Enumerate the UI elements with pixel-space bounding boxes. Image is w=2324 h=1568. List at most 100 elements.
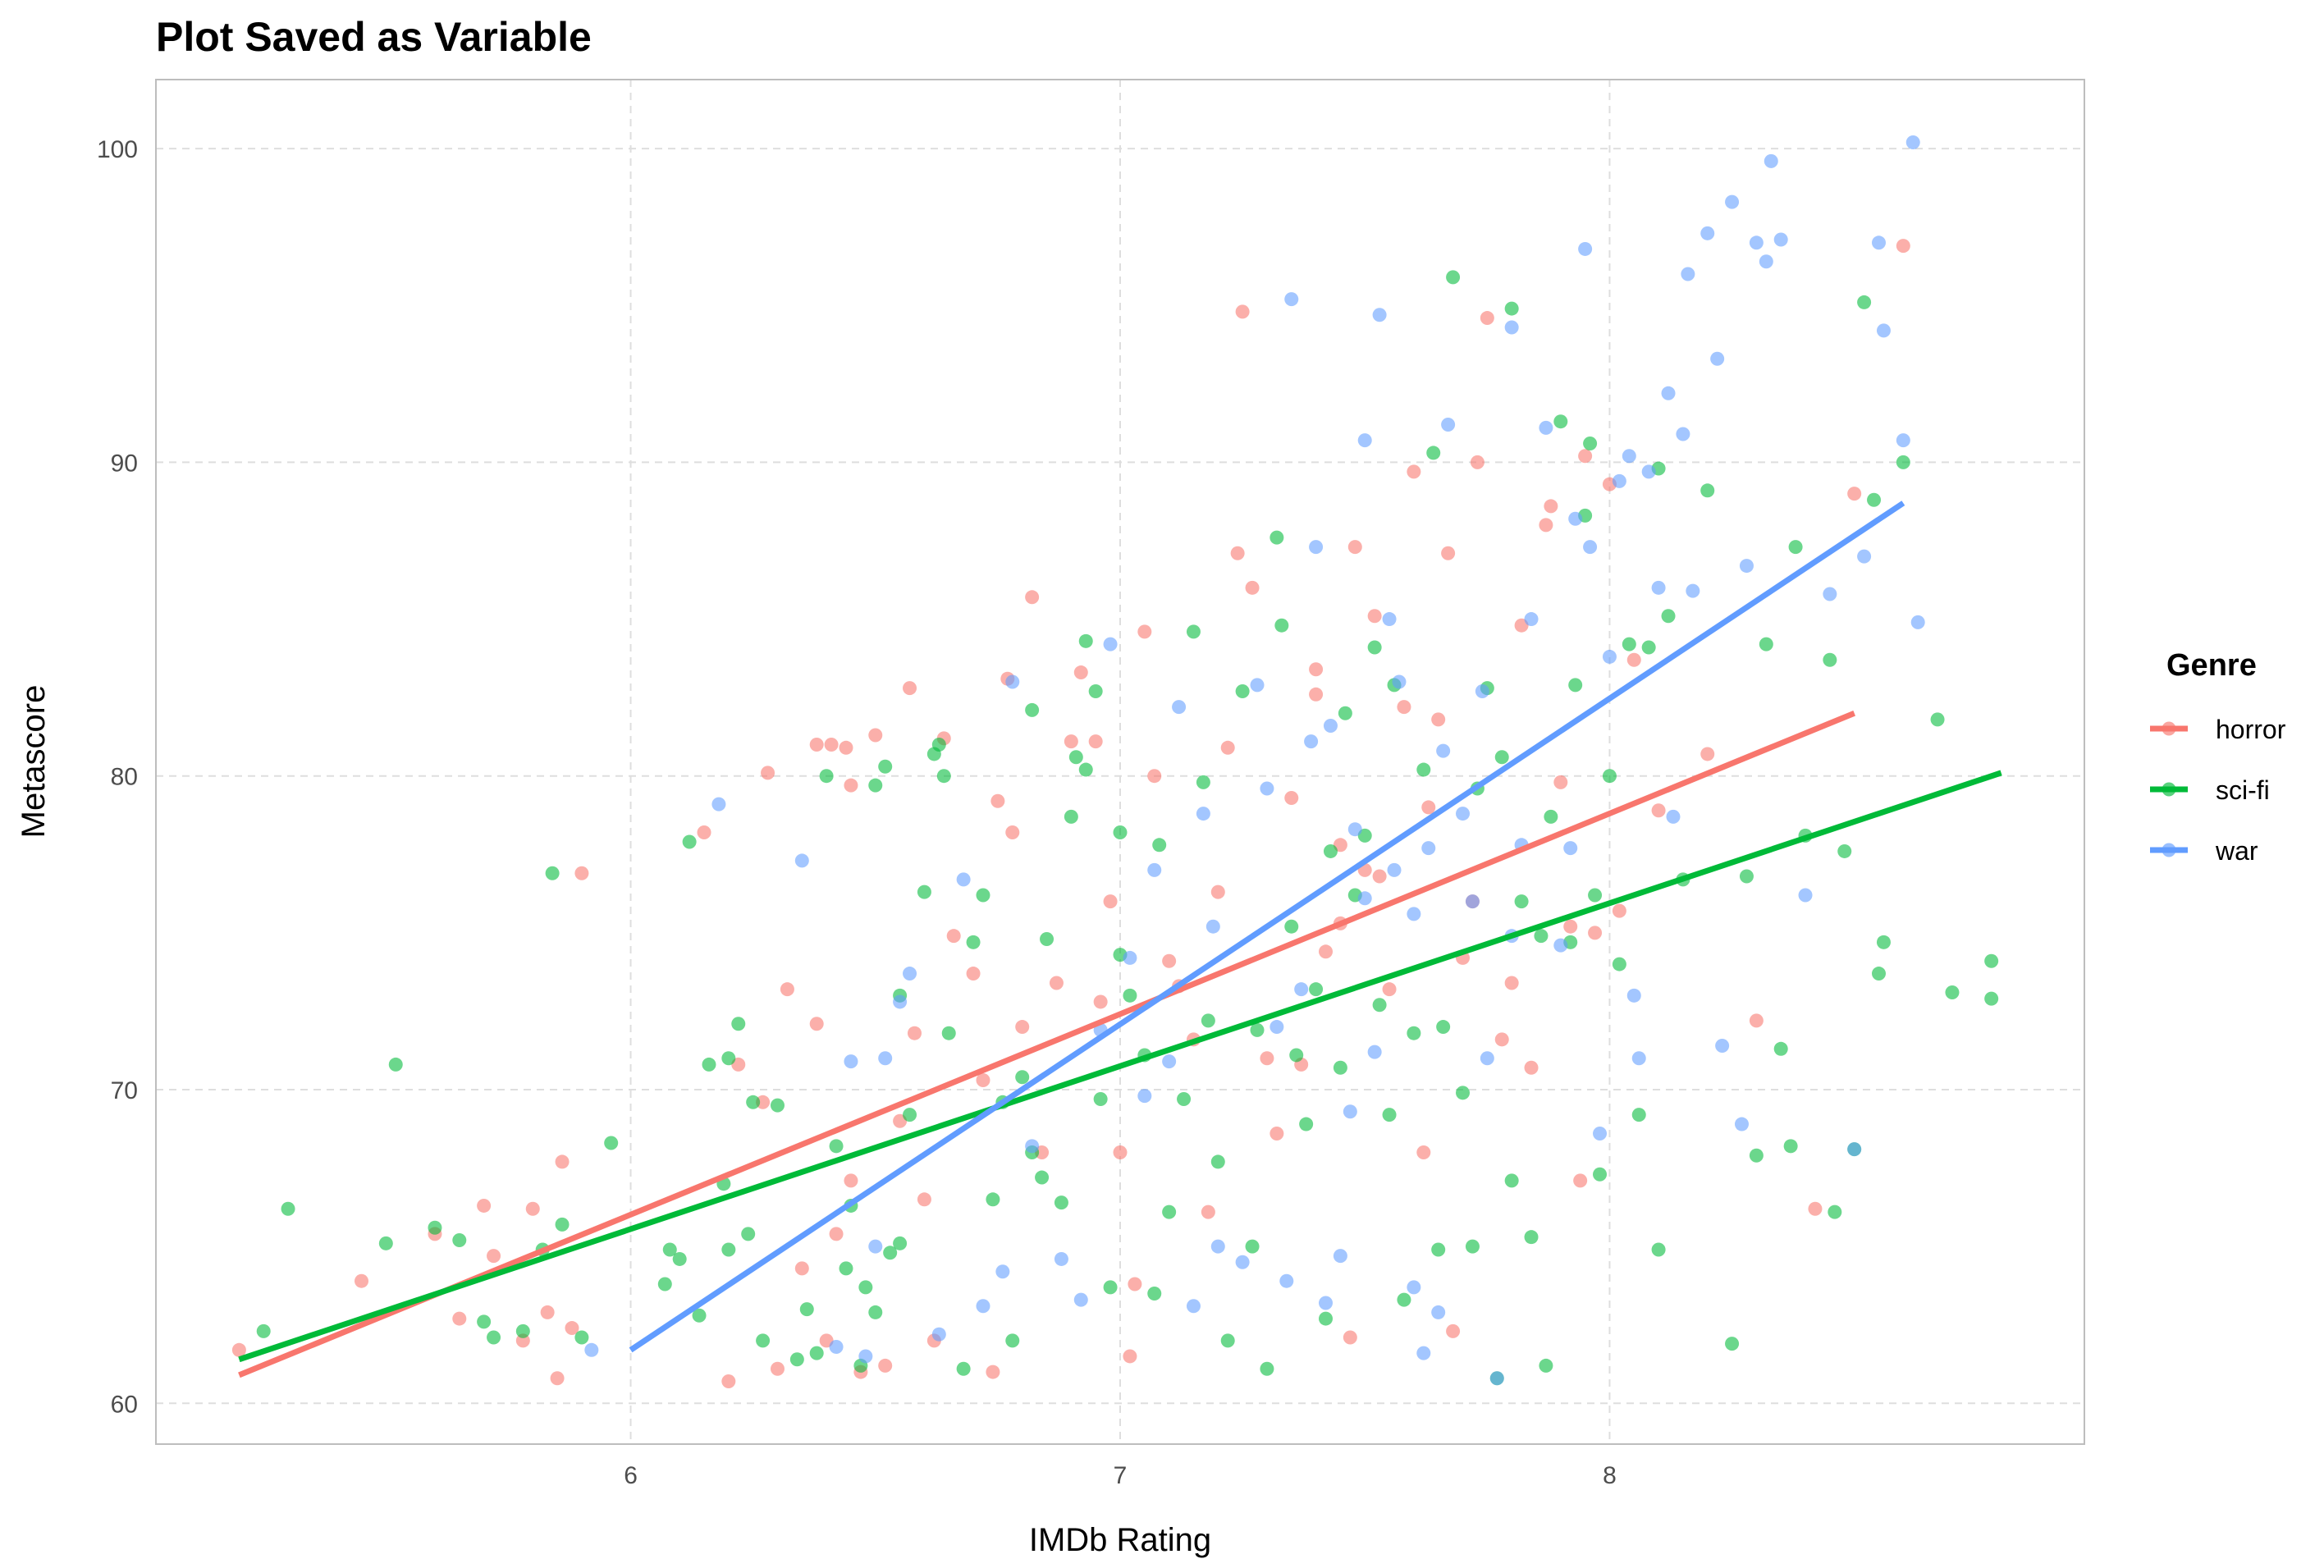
data-point-sci-fi bbox=[1456, 1086, 1471, 1100]
data-points bbox=[231, 135, 1999, 1389]
data-point-war bbox=[1465, 894, 1480, 909]
data-point-war bbox=[1847, 1142, 1862, 1157]
data-point-sci-fi bbox=[941, 1026, 956, 1040]
data-point-sci-fi bbox=[1759, 637, 1773, 651]
data-point-war bbox=[1421, 841, 1436, 856]
data-point-sci-fi bbox=[1553, 414, 1568, 429]
x-axis-label: IMDb Rating bbox=[1029, 1522, 1211, 1558]
data-point-war bbox=[1661, 386, 1676, 400]
data-point-sci-fi bbox=[515, 1323, 530, 1338]
data-point-war bbox=[1137, 1089, 1152, 1104]
data-point-horror bbox=[878, 1358, 893, 1373]
data-point-sci-fi bbox=[1152, 838, 1167, 853]
trend-line-war bbox=[629, 501, 1905, 1353]
data-point-horror bbox=[990, 793, 1005, 808]
data-point-war bbox=[893, 994, 908, 1009]
data-point-horror bbox=[1573, 1173, 1588, 1188]
data-point-war bbox=[1235, 1255, 1250, 1269]
data-point-horror bbox=[986, 1365, 1000, 1379]
data-point-horror bbox=[1578, 449, 1593, 464]
data-point-war bbox=[794, 853, 809, 868]
data-point-sci-fi bbox=[1602, 769, 1617, 784]
data-point-sci-fi bbox=[883, 1246, 898, 1260]
data-point-sci-fi bbox=[256, 1323, 271, 1338]
data-point-sci-fi bbox=[545, 866, 560, 880]
data-point-sci-fi bbox=[662, 1242, 677, 1257]
data-point-horror bbox=[1553, 775, 1568, 789]
data-point-sci-fi bbox=[1323, 843, 1338, 858]
data-point-horror bbox=[794, 1261, 809, 1276]
data-point-horror bbox=[761, 766, 775, 780]
data-point-sci-fi bbox=[702, 1057, 716, 1072]
data-point-horror bbox=[1524, 1060, 1539, 1075]
data-point-sci-fi bbox=[799, 1302, 814, 1317]
data-point-war bbox=[1651, 580, 1666, 595]
data-point-sci-fi bbox=[1524, 1230, 1539, 1245]
data-point-sci-fi bbox=[1534, 929, 1549, 944]
grid-lines bbox=[156, 80, 2084, 1444]
data-point-horror bbox=[770, 1361, 785, 1376]
data-point-sci-fi bbox=[770, 1098, 785, 1113]
data-point-war bbox=[1319, 1296, 1334, 1310]
data-point-sci-fi bbox=[1416, 762, 1431, 777]
data-point-sci-fi bbox=[1568, 678, 1583, 693]
data-point-sci-fi bbox=[477, 1314, 492, 1329]
data-point-horror bbox=[1470, 455, 1485, 469]
data-point-sci-fi bbox=[789, 1352, 804, 1367]
data-point-horror bbox=[1064, 734, 1078, 749]
data-point-war bbox=[1578, 241, 1593, 256]
legend-label: horror bbox=[2216, 715, 2286, 744]
data-point-horror bbox=[1372, 869, 1387, 884]
data-point-sci-fi bbox=[1196, 775, 1210, 789]
data-point-sci-fi bbox=[1583, 436, 1598, 450]
data-point-war bbox=[1172, 700, 1187, 715]
data-point-sci-fi bbox=[1382, 1108, 1397, 1122]
data-point-war bbox=[1563, 841, 1578, 856]
data-point-horror bbox=[1421, 800, 1436, 815]
y-axis-label: Metascore bbox=[16, 685, 52, 839]
data-point-sci-fi bbox=[1372, 998, 1387, 1013]
data-point-war bbox=[1270, 1020, 1284, 1035]
data-point-war bbox=[1343, 1104, 1357, 1119]
x-tick-label: 8 bbox=[1603, 1462, 1617, 1489]
data-point-sci-fi bbox=[1093, 1091, 1108, 1106]
data-point-sci-fi bbox=[1299, 1117, 1314, 1131]
data-point-war bbox=[1871, 235, 1886, 250]
data-point-sci-fi bbox=[1162, 1205, 1177, 1219]
data-point-sci-fi bbox=[682, 834, 697, 849]
data-point-horror bbox=[907, 1026, 922, 1040]
data-point-sci-fi bbox=[1823, 652, 1837, 667]
data-point-horror bbox=[1309, 687, 1324, 702]
data-point-sci-fi bbox=[1641, 640, 1656, 655]
data-point-sci-fi bbox=[672, 1251, 687, 1266]
data-point-war bbox=[1304, 734, 1319, 749]
data-point-war bbox=[1857, 549, 1872, 564]
data-point-sci-fi bbox=[1064, 809, 1078, 824]
data-point-horror bbox=[1201, 1205, 1215, 1219]
data-point-horror bbox=[1347, 540, 1362, 555]
data-point-sci-fi bbox=[1544, 809, 1558, 824]
data-point-war bbox=[1294, 982, 1309, 997]
data-point-horror bbox=[1137, 624, 1152, 639]
data-point-horror bbox=[565, 1321, 579, 1336]
data-point-horror bbox=[1896, 239, 1910, 254]
data-point-war bbox=[1666, 809, 1681, 824]
data-point-sci-fi bbox=[1739, 869, 1754, 884]
legend-key-point bbox=[2162, 782, 2176, 797]
data-point-sci-fi bbox=[1235, 683, 1250, 698]
data-point-horror bbox=[946, 929, 961, 944]
data-point-horror bbox=[1162, 953, 1177, 968]
data-point-horror bbox=[1367, 609, 1382, 624]
data-point-war bbox=[1196, 807, 1210, 821]
data-point-sci-fi bbox=[1245, 1239, 1260, 1254]
data-point-war bbox=[1357, 433, 1372, 448]
data-point-sci-fi bbox=[819, 769, 834, 784]
data-point-sci-fi bbox=[1250, 1022, 1265, 1037]
data-point-horror bbox=[829, 1227, 844, 1241]
data-point-war bbox=[1715, 1038, 1730, 1053]
data-point-horror bbox=[1563, 919, 1578, 934]
data-point-horror bbox=[1319, 944, 1334, 959]
data-point-sci-fi bbox=[1631, 1108, 1646, 1122]
data-point-war bbox=[1641, 464, 1656, 479]
legend-item-sci-fi: sci-fi bbox=[2150, 775, 2270, 805]
